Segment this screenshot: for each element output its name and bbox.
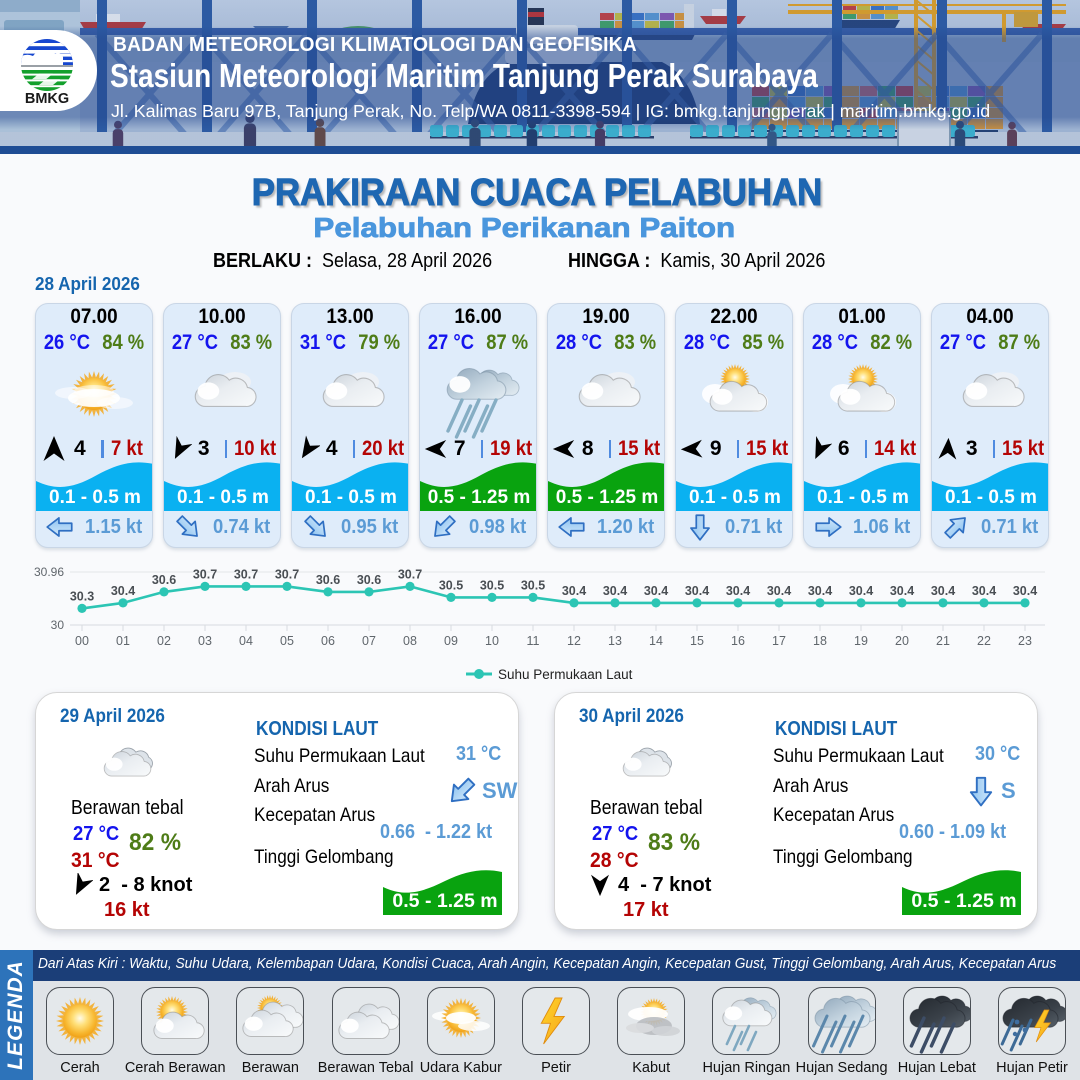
- svg-text:0.5 - 1.25 m: 0.5 - 1.25 m: [911, 890, 1016, 912]
- svg-text:30.4: 30.4: [972, 584, 996, 598]
- svg-text:17: 17: [772, 634, 786, 648]
- svg-text:30.7: 30.7: [275, 567, 299, 581]
- svg-text:23: 23: [1018, 634, 1032, 648]
- svg-text:02: 02: [157, 634, 171, 648]
- svg-text:30.7: 30.7: [398, 567, 422, 581]
- svg-text:30.4: 30.4: [767, 584, 791, 598]
- svg-text:30.4: 30.4: [562, 584, 586, 598]
- svg-text:30: 30: [51, 618, 65, 632]
- svg-text:08: 08: [403, 634, 417, 648]
- svg-text:0.1 - 0.5 m: 0.1 - 0.5 m: [945, 487, 1037, 508]
- svg-text:21: 21: [936, 634, 950, 648]
- svg-text:0.1 - 0.5 m: 0.1 - 0.5 m: [305, 487, 397, 508]
- svg-text:06: 06: [321, 634, 335, 648]
- svg-text:07: 07: [362, 634, 376, 648]
- svg-text:30.7: 30.7: [234, 567, 258, 581]
- svg-text:04: 04: [239, 634, 253, 648]
- svg-text:10: 10: [485, 634, 499, 648]
- svg-text:30.4: 30.4: [808, 584, 832, 598]
- svg-text:30.4: 30.4: [603, 584, 627, 598]
- svg-text:00: 00: [75, 634, 89, 648]
- svg-text:0.1 - 0.5 m: 0.1 - 0.5 m: [177, 487, 269, 508]
- svg-text:30.5: 30.5: [521, 578, 545, 592]
- svg-text:30.96: 30.96: [34, 565, 64, 579]
- svg-text:18: 18: [813, 634, 827, 648]
- svg-text:22: 22: [977, 634, 991, 648]
- svg-text:30.4: 30.4: [1013, 584, 1037, 598]
- svg-text:0.1 - 0.5 m: 0.1 - 0.5 m: [817, 487, 909, 508]
- svg-text:30.6: 30.6: [316, 573, 340, 587]
- svg-text:30.4: 30.4: [931, 584, 955, 598]
- svg-text:30.4: 30.4: [111, 584, 135, 598]
- svg-text:16: 16: [731, 634, 745, 648]
- svg-text:13: 13: [608, 634, 622, 648]
- svg-text:12: 12: [567, 634, 581, 648]
- svg-text:20: 20: [895, 634, 909, 648]
- svg-text:09: 09: [444, 634, 458, 648]
- svg-text:30.3: 30.3: [70, 589, 94, 603]
- svg-text:30.7: 30.7: [193, 567, 217, 581]
- svg-text:14: 14: [649, 634, 663, 648]
- svg-text:30.5: 30.5: [480, 578, 504, 592]
- svg-text:30.6: 30.6: [357, 573, 381, 587]
- svg-text:30.6: 30.6: [152, 573, 176, 587]
- svg-text:15: 15: [690, 634, 704, 648]
- svg-text:11: 11: [527, 634, 540, 648]
- svg-text:30.4: 30.4: [890, 584, 914, 598]
- svg-text:03: 03: [198, 634, 212, 648]
- svg-text:0.1 - 0.5 m: 0.1 - 0.5 m: [49, 487, 141, 508]
- svg-text:01: 01: [116, 634, 130, 648]
- svg-text:30.4: 30.4: [726, 584, 750, 598]
- svg-text:19: 19: [854, 634, 868, 648]
- svg-text:30.4: 30.4: [849, 584, 873, 598]
- svg-text:0.1 - 0.5 m: 0.1 - 0.5 m: [689, 487, 781, 508]
- svg-text:30.4: 30.4: [685, 584, 709, 598]
- svg-text:0.5 - 1.25 m: 0.5 - 1.25 m: [392, 890, 497, 912]
- svg-text:BMKG: BMKG: [25, 91, 69, 105]
- svg-text:0.5 - 1.25 m: 0.5 - 1.25 m: [428, 487, 530, 508]
- svg-text:30.5: 30.5: [439, 578, 463, 592]
- svg-text:30.4: 30.4: [644, 584, 668, 598]
- svg-text:05: 05: [280, 634, 294, 648]
- svg-text:0.5 - 1.25 m: 0.5 - 1.25 m: [556, 487, 658, 508]
- svg-text:Suhu Permukaan Laut: Suhu Permukaan Laut: [498, 667, 633, 682]
